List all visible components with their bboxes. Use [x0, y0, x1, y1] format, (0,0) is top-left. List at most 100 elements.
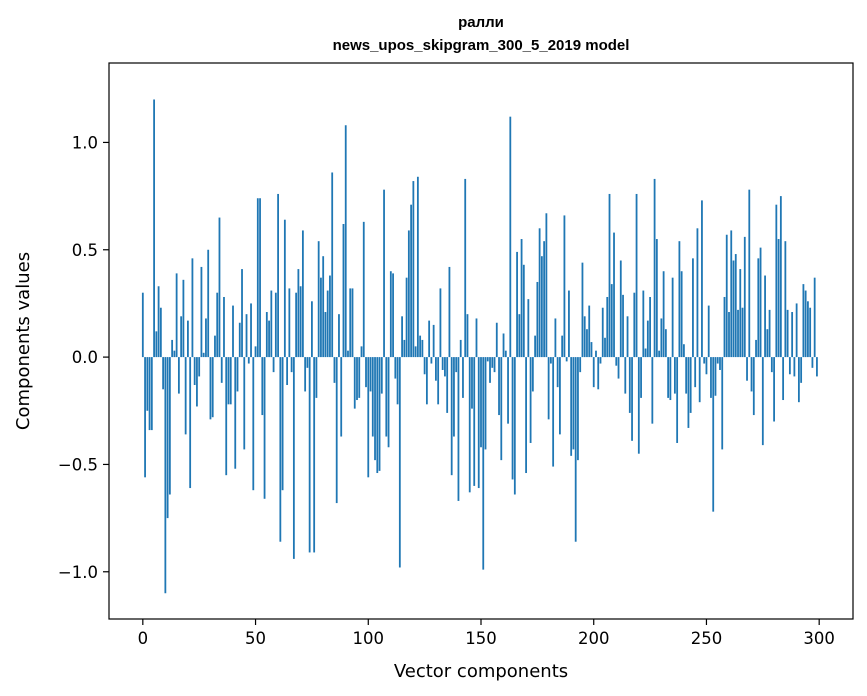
- bar: [263, 357, 266, 499]
- bar: [268, 320, 270, 358]
- x-tick-label: 250: [691, 629, 723, 648]
- x-axis: 0 50 100 150 200 250 300: [138, 619, 835, 648]
- bar: [608, 193, 611, 358]
- bar: [252, 357, 255, 491]
- bar: [333, 357, 336, 383]
- bar: [480, 357, 482, 448]
- bar: [507, 357, 509, 424]
- bar: [423, 357, 426, 375]
- bar: [597, 357, 600, 390]
- bar: [795, 303, 798, 358]
- bar: [725, 234, 728, 358]
- bar: [683, 344, 685, 358]
- bar: [444, 357, 446, 377]
- bar: [779, 196, 782, 358]
- bar: [371, 357, 374, 437]
- bar: [511, 357, 514, 480]
- bar: [728, 312, 730, 358]
- bar: [428, 320, 431, 358]
- bar: [628, 357, 631, 413]
- y-tick-label: 0.5: [72, 241, 98, 260]
- bar: [405, 277, 408, 358]
- bar: [513, 357, 516, 495]
- bar: [403, 339, 406, 358]
- bar: [295, 292, 298, 358]
- y-tick-label: −1.0: [58, 563, 98, 582]
- bar: [534, 335, 537, 358]
- bar: [516, 251, 518, 358]
- bar: [441, 357, 444, 370]
- bar: [272, 357, 275, 373]
- bar: [432, 324, 435, 358]
- bar: [466, 314, 469, 358]
- bar: [635, 193, 638, 358]
- bar: [755, 339, 757, 358]
- bar: [254, 346, 257, 358]
- bar: [786, 309, 789, 358]
- bar: [207, 249, 210, 358]
- bar: [493, 357, 496, 373]
- bar: [678, 241, 681, 358]
- bar: [362, 221, 365, 358]
- bar: [308, 357, 311, 553]
- bar: [338, 314, 340, 358]
- bar: [471, 357, 473, 409]
- bar: [277, 193, 279, 358]
- bar: [412, 181, 415, 358]
- bar: [543, 241, 546, 358]
- bar: [218, 217, 221, 358]
- bar: [342, 224, 345, 358]
- bar: [658, 350, 661, 358]
- bar: [522, 264, 525, 358]
- bar: [146, 357, 149, 411]
- bar: [421, 339, 424, 358]
- bar: [198, 357, 201, 377]
- bar: [705, 357, 708, 375]
- bar: [286, 357, 289, 386]
- bar: [667, 357, 670, 398]
- bar: [531, 357, 534, 392]
- bar: [721, 357, 724, 450]
- bar: [292, 357, 295, 559]
- bar: [489, 357, 491, 383]
- x-tick-label: 100: [353, 629, 385, 648]
- bar: [536, 281, 539, 358]
- bar: [256, 198, 259, 358]
- bar: [482, 357, 485, 570]
- bar: [358, 357, 361, 398]
- bar: [437, 357, 440, 405]
- bar: [301, 230, 304, 358]
- bar: [274, 292, 277, 358]
- bar: [703, 357, 706, 364]
- bar: [673, 357, 676, 394]
- x-tick-label: 150: [465, 629, 497, 648]
- bar: [241, 269, 243, 358]
- bar: [545, 213, 548, 358]
- bar: [518, 314, 521, 358]
- x-tick-label: 0: [138, 629, 149, 648]
- bar: [610, 284, 613, 358]
- bar: [595, 350, 597, 358]
- bar: [245, 314, 248, 358]
- bar: [439, 288, 442, 358]
- bar: [782, 357, 785, 401]
- bar: [592, 357, 595, 388]
- bar: [477, 357, 480, 489]
- bar: [692, 258, 694, 358]
- bar: [613, 232, 615, 358]
- bar: [313, 357, 316, 553]
- bar: [588, 305, 591, 358]
- bar: [712, 357, 715, 512]
- plot-frame: [108, 62, 854, 620]
- bar: [356, 357, 358, 401]
- bars-group: [141, 99, 818, 594]
- bar: [601, 307, 604, 358]
- bar: [631, 357, 633, 441]
- bar: [435, 357, 437, 381]
- bar: [750, 357, 753, 392]
- bar: [788, 357, 791, 375]
- bar: [730, 230, 733, 358]
- bar: [671, 277, 674, 358]
- bar: [329, 275, 331, 358]
- bar: [804, 290, 807, 358]
